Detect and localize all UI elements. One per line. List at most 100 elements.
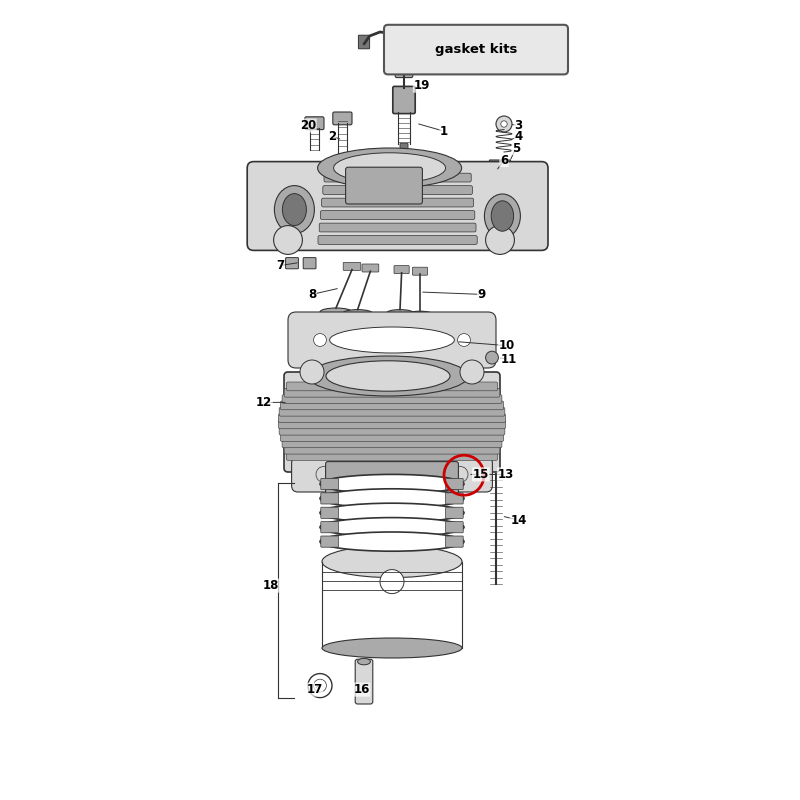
Text: 20: 20 (300, 119, 316, 132)
Ellipse shape (320, 503, 464, 522)
Text: 14: 14 (510, 514, 526, 526)
Text: 9: 9 (478, 288, 486, 301)
FancyBboxPatch shape (317, 197, 478, 208)
FancyBboxPatch shape (446, 493, 463, 504)
FancyBboxPatch shape (393, 86, 415, 114)
FancyBboxPatch shape (286, 382, 498, 390)
Ellipse shape (342, 310, 373, 318)
Circle shape (300, 360, 324, 384)
FancyBboxPatch shape (413, 267, 428, 275)
Circle shape (452, 466, 468, 482)
Text: 16: 16 (354, 683, 370, 696)
FancyBboxPatch shape (305, 117, 324, 130)
Text: 18: 18 (262, 579, 278, 592)
FancyBboxPatch shape (322, 186, 472, 194)
FancyBboxPatch shape (286, 451, 498, 461)
Ellipse shape (485, 194, 520, 238)
FancyBboxPatch shape (284, 388, 500, 397)
Circle shape (314, 334, 326, 346)
FancyBboxPatch shape (282, 394, 502, 403)
FancyBboxPatch shape (284, 446, 500, 454)
Circle shape (486, 226, 514, 254)
Circle shape (458, 334, 470, 346)
Text: 13: 13 (498, 468, 514, 481)
FancyBboxPatch shape (321, 507, 338, 518)
Ellipse shape (320, 474, 464, 494)
Circle shape (486, 351, 498, 364)
FancyBboxPatch shape (319, 185, 476, 196)
Text: 10: 10 (498, 339, 514, 352)
FancyBboxPatch shape (446, 478, 463, 490)
Circle shape (496, 116, 512, 132)
FancyBboxPatch shape (384, 25, 568, 74)
Circle shape (380, 570, 404, 594)
Text: 12: 12 (256, 396, 272, 409)
Text: 15: 15 (473, 468, 489, 481)
Text: 17: 17 (306, 683, 322, 696)
FancyBboxPatch shape (321, 478, 338, 490)
Ellipse shape (320, 532, 464, 551)
Circle shape (316, 466, 332, 482)
Text: 8: 8 (308, 288, 316, 301)
Text: 5: 5 (512, 142, 520, 154)
FancyBboxPatch shape (343, 262, 361, 270)
FancyBboxPatch shape (280, 433, 504, 442)
FancyBboxPatch shape (333, 112, 352, 125)
FancyBboxPatch shape (318, 235, 477, 245)
Ellipse shape (334, 153, 446, 183)
FancyBboxPatch shape (284, 372, 500, 472)
FancyBboxPatch shape (478, 170, 514, 181)
Ellipse shape (318, 148, 462, 188)
FancyBboxPatch shape (322, 198, 474, 207)
FancyBboxPatch shape (394, 266, 409, 274)
FancyBboxPatch shape (446, 507, 463, 518)
Ellipse shape (386, 310, 414, 317)
FancyBboxPatch shape (326, 462, 458, 494)
Text: 11: 11 (501, 353, 517, 366)
FancyBboxPatch shape (321, 536, 338, 547)
FancyBboxPatch shape (282, 439, 502, 448)
FancyBboxPatch shape (319, 223, 476, 232)
Text: 19: 19 (414, 79, 430, 92)
Ellipse shape (320, 489, 464, 508)
FancyBboxPatch shape (446, 536, 463, 547)
FancyBboxPatch shape (346, 167, 422, 204)
Ellipse shape (282, 194, 306, 226)
FancyBboxPatch shape (278, 420, 506, 429)
FancyBboxPatch shape (446, 522, 463, 533)
FancyBboxPatch shape (303, 258, 316, 269)
Ellipse shape (322, 638, 462, 658)
Polygon shape (487, 160, 513, 171)
FancyBboxPatch shape (400, 143, 408, 153)
Circle shape (314, 679, 326, 692)
FancyBboxPatch shape (320, 210, 474, 219)
Text: 7: 7 (276, 259, 284, 272)
FancyBboxPatch shape (362, 264, 379, 272)
FancyBboxPatch shape (395, 60, 413, 78)
Ellipse shape (331, 466, 453, 483)
Text: 3: 3 (514, 119, 522, 132)
Text: gasket kits: gasket kits (435, 43, 517, 56)
FancyBboxPatch shape (291, 457, 492, 492)
FancyBboxPatch shape (321, 493, 338, 504)
FancyBboxPatch shape (324, 173, 471, 182)
FancyBboxPatch shape (321, 522, 338, 533)
FancyBboxPatch shape (279, 407, 505, 416)
Circle shape (460, 360, 484, 384)
FancyBboxPatch shape (279, 426, 505, 435)
Circle shape (274, 226, 302, 254)
Ellipse shape (358, 658, 370, 665)
Ellipse shape (308, 356, 468, 396)
Text: 2: 2 (328, 130, 336, 142)
Ellipse shape (322, 546, 462, 578)
FancyBboxPatch shape (286, 258, 298, 269)
Ellipse shape (330, 327, 454, 353)
FancyBboxPatch shape (278, 414, 506, 422)
Ellipse shape (406, 311, 434, 318)
FancyBboxPatch shape (247, 162, 548, 250)
FancyBboxPatch shape (321, 172, 474, 183)
Circle shape (501, 121, 507, 127)
Text: 4: 4 (514, 130, 522, 143)
Ellipse shape (320, 518, 464, 537)
Ellipse shape (480, 166, 512, 179)
